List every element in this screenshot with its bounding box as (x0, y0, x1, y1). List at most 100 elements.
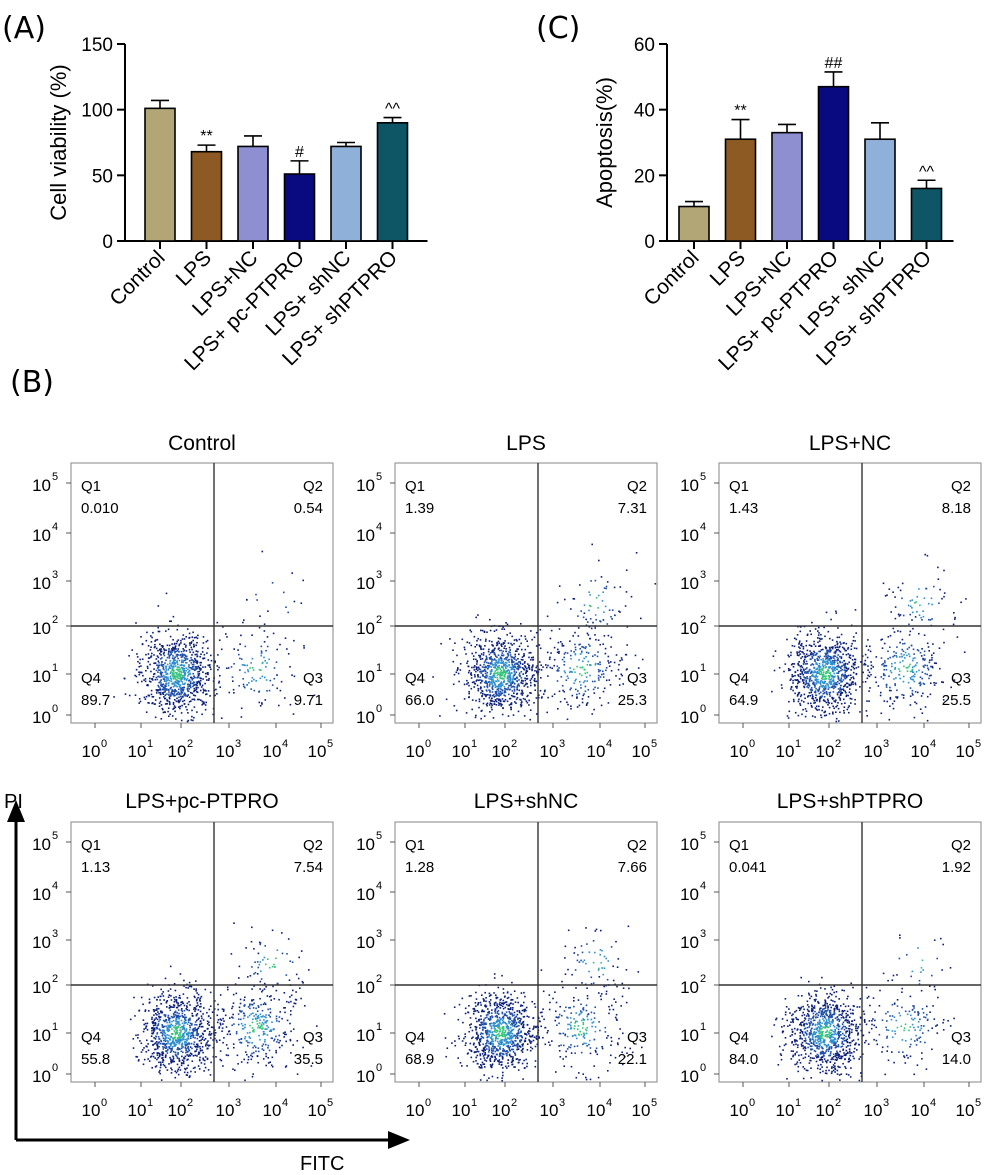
x-tick-exponent: 0 (101, 738, 107, 750)
y-tick-exponent: 2 (52, 614, 58, 626)
y-tick-exponent: 0 (376, 1062, 382, 1074)
bar (190, 150, 223, 242)
y-tick-base: 10 (356, 619, 375, 638)
bar (771, 131, 803, 242)
x-tick-base: 10 (540, 1101, 559, 1120)
x-tick-base: 10 (452, 742, 471, 761)
x-tick-exponent: 2 (835, 1097, 841, 1109)
quadrant-percentage: 7.54 (294, 859, 323, 876)
x-tick-base: 10 (956, 742, 975, 761)
x-tick-exponent: 1 (147, 738, 153, 750)
y-tick-base: 10 (356, 708, 375, 727)
quadrant-percentage: 55.8 (81, 1051, 110, 1068)
x-tick-exponent: 3 (883, 738, 889, 750)
quadrant-percentage: 35.5 (294, 1051, 323, 1068)
x-tick-base: 10 (492, 1101, 511, 1120)
y-tick-base: 10 (32, 885, 51, 904)
y-tick-exponent: 1 (376, 1021, 382, 1033)
y-tick-label: 20 (634, 166, 655, 187)
y-tick-base: 10 (32, 978, 51, 997)
x-tick-exponent: 1 (471, 1097, 477, 1109)
x-tick-base: 10 (406, 1101, 425, 1120)
pi-axis-label: PI (4, 791, 23, 813)
x-tick-base: 10 (128, 1101, 147, 1120)
x-tick-exponent: 5 (327, 1097, 333, 1109)
flow-dot-cloud (771, 553, 967, 723)
quadrant-name: Q2 (627, 478, 647, 495)
y-tick-exponent: 2 (376, 973, 382, 985)
fitc-arrow-head (388, 1131, 410, 1149)
y-tick-base: 10 (356, 835, 375, 854)
x-tick-base: 10 (730, 1101, 749, 1120)
flow-dot-cloud (129, 922, 318, 1082)
y-axis-title: Apoptosis(%) (592, 77, 617, 208)
quadrant-name: Q1 (81, 478, 101, 495)
x-tick-exponent: 1 (147, 1097, 153, 1109)
quadrant-percentage: 22.1 (618, 1051, 647, 1068)
quadrant-percentage: 1.28 (405, 859, 434, 876)
y-tick-base: 10 (356, 885, 375, 904)
bar (237, 145, 269, 242)
x-tick-exponent: 4 (930, 1097, 936, 1109)
x-tick-base: 10 (82, 1101, 101, 1120)
y-tick-exponent: 0 (376, 703, 382, 715)
fitc-axis-label: FITC (300, 1153, 344, 1175)
panel-letter-c: (C) (536, 11, 580, 46)
x-tick-exponent: 1 (795, 1097, 801, 1109)
quadrant-name: Q4 (405, 670, 425, 687)
y-tick-label: 150 (81, 35, 113, 56)
pi-arrow-head (7, 800, 25, 822)
y-tick-base: 10 (356, 1067, 375, 1086)
x-tick-exponent: 3 (559, 1097, 565, 1109)
y-tick-exponent: 5 (376, 471, 382, 483)
quadrant-percentage: 1.39 (405, 500, 434, 517)
x-tick-base: 10 (864, 742, 883, 761)
pi-fitc-axes: PI FITC (4, 791, 410, 1175)
flow-plot-title: Control (168, 432, 236, 455)
y-tick-exponent: 4 (376, 521, 382, 533)
y-tick-base: 10 (32, 933, 51, 952)
x-tick-base: 10 (864, 1101, 883, 1120)
x-tick-base: 10 (216, 742, 235, 761)
x-tick-base: 10 (216, 1101, 235, 1120)
y-tick-exponent: 5 (700, 471, 706, 483)
quadrant-percentage: 25.5 (942, 692, 971, 709)
y-tick-exponent: 2 (700, 614, 706, 626)
y-tick-exponent: 5 (376, 830, 382, 842)
flow-dot-cloud (113, 550, 316, 723)
y-tick-base: 10 (680, 574, 699, 593)
quadrant-percentage: 1.43 (729, 500, 758, 517)
y-tick-exponent: 4 (700, 880, 706, 892)
flow-plot-title: LPS+NC (809, 432, 891, 455)
y-tick-label: 60 (634, 35, 655, 56)
bar (330, 145, 362, 242)
x-tick-exponent: 5 (975, 1097, 981, 1109)
quadrant-name: Q2 (627, 837, 647, 854)
x-tick-exponent: 2 (511, 738, 517, 750)
x-tick-exponent: 5 (975, 738, 981, 750)
y-tick-base: 10 (32, 526, 51, 545)
quadrant-percentage: 66.0 (405, 692, 434, 709)
quadrant-percentage: 84.0 (729, 1051, 758, 1068)
x-tick-base: 10 (816, 1101, 835, 1120)
bar (817, 85, 850, 242)
quadrant-name: Q4 (729, 1029, 749, 1046)
bar (724, 138, 757, 242)
y-tick-base: 10 (680, 1067, 699, 1086)
y-tick-exponent: 0 (700, 703, 706, 715)
bar (144, 107, 176, 242)
y-tick-base: 10 (680, 526, 699, 545)
y-tick-exponent: 2 (700, 973, 706, 985)
x-tick-base: 10 (168, 742, 187, 761)
quadrant-name: Q1 (729, 837, 749, 854)
x-tick-base: 10 (911, 742, 930, 761)
x-tick-exponent: 0 (425, 738, 431, 750)
flow-plot-title: LPS+shNC (474, 790, 578, 813)
x-tick-base: 10 (128, 742, 147, 761)
y-tick-base: 10 (680, 933, 699, 952)
